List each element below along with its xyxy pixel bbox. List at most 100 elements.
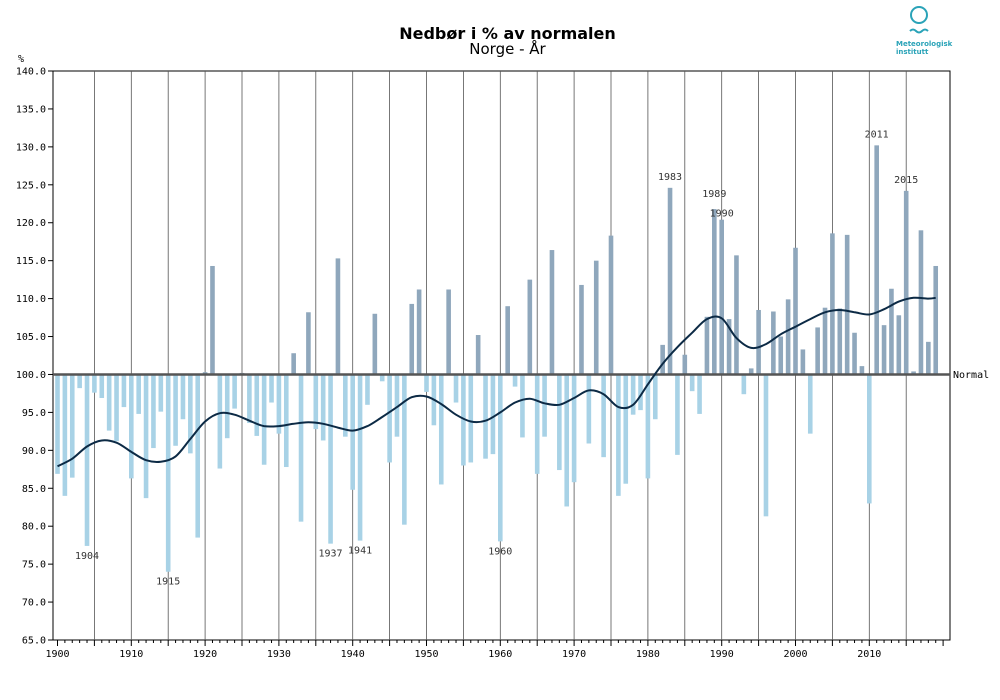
- bar-1948: [409, 303, 415, 375]
- trend-line: [57, 296, 936, 468]
- bar-1987: [697, 374, 702, 414]
- plot-frame: [52, 70, 951, 641]
- bar-1955: [461, 374, 466, 466]
- bar-1956: [468, 374, 474, 463]
- bar-1994: [748, 368, 754, 375]
- bar-2011: [874, 145, 879, 375]
- bar-1993: [741, 374, 747, 395]
- bar-1941: [357, 374, 363, 541]
- x-tick-label: 1990: [710, 649, 734, 660]
- bars-layer: [55, 145, 939, 572]
- axis-layer: 65.0 70.0 75.0 80.0 85.0 90.0 95.0 100.0 105.0 11…: [16, 54, 944, 660]
- bar-1973: [593, 260, 599, 375]
- y-tick-label: 115.0: [16, 256, 46, 267]
- y-tick-label: 130.0: [16, 142, 46, 153]
- bar-1944: [379, 374, 385, 382]
- bar-1979: [638, 374, 643, 411]
- bar-2014: [896, 315, 902, 375]
- bar-2009: [859, 366, 865, 375]
- y-tick-label: 80.0: [22, 522, 46, 533]
- bar-1946: [394, 374, 400, 437]
- bar-1939: [343, 374, 348, 437]
- annotation-layer: 1904 1915 1937 1941 1960 1983 1989 1990 2011 2015: [75, 129, 918, 587]
- bar-1977: [623, 374, 629, 484]
- bar-2019: [933, 265, 939, 375]
- met-logo-icon: [909, 6, 929, 34]
- bar-1945: [387, 374, 392, 463]
- bar-1901: [62, 374, 68, 496]
- bar-1917: [180, 374, 186, 420]
- annotation-2015: 2015: [894, 175, 918, 186]
- annotation-1983: 1983: [658, 172, 682, 183]
- bar-1982: [660, 344, 665, 375]
- bar-1957: [475, 335, 481, 375]
- bar-2005: [830, 233, 835, 375]
- bar-2001: [800, 349, 806, 375]
- annotation-2011: 2011: [865, 129, 889, 140]
- bar-1911: [136, 374, 141, 414]
- bar-1958: [483, 374, 488, 459]
- bar-1984: [675, 374, 680, 455]
- bar-1954: [453, 374, 459, 403]
- bar-1963: [520, 374, 525, 438]
- bar-1909: [121, 374, 127, 408]
- bar-1953: [446, 289, 451, 375]
- bar-2002: [807, 374, 813, 434]
- y-tick-label: 125.0: [16, 180, 46, 191]
- bar-1986: [689, 374, 695, 392]
- y-tick-label: 65.0: [22, 636, 46, 647]
- annotation-1941: 1941: [348, 546, 372, 557]
- annotation-1990: 1990: [710, 209, 734, 220]
- y-tick-label: 95.0: [22, 408, 46, 419]
- annotation-1989: 1989: [702, 189, 726, 200]
- bar-1906: [99, 374, 105, 398]
- x-tick-label: 1940: [341, 649, 365, 660]
- bar-1959: [490, 374, 496, 455]
- y-tick-label: 135.0: [16, 104, 46, 115]
- bar-1997: [771, 311, 776, 375]
- y-tick-label: 120.0: [16, 218, 46, 229]
- bar-1924: [232, 374, 237, 409]
- bar-1927: [254, 374, 260, 436]
- bar-1983: [667, 187, 673, 375]
- bar-1912: [143, 374, 149, 499]
- bar-1960: [498, 374, 503, 542]
- bar-1918: [188, 374, 193, 454]
- bar-1900: [55, 374, 60, 474]
- bar-1931: [283, 374, 289, 468]
- bar-1937: [328, 374, 333, 544]
- bar-1926: [247, 374, 252, 424]
- bar-1936: [320, 374, 326, 441]
- bar-1964: [527, 279, 533, 375]
- bar-1950: [424, 374, 429, 392]
- y-axis-label: %: [18, 54, 24, 65]
- bar-1976: [616, 374, 621, 496]
- bar-1949: [416, 289, 422, 375]
- x-tick-label: 1980: [636, 649, 660, 660]
- bar-1969: [564, 374, 570, 507]
- bar-1965: [534, 374, 540, 474]
- bar-1932: [291, 353, 296, 375]
- bar-1907: [106, 374, 112, 431]
- bar-1922: [217, 374, 223, 469]
- chart-subtitle: Norge - År: [469, 40, 546, 58]
- x-tick-label: 1910: [119, 649, 143, 660]
- bar-1961: [505, 306, 510, 375]
- bar-1974: [601, 374, 606, 458]
- y-tick-label: 100.0: [16, 370, 46, 381]
- x-tick-label: 1920: [193, 649, 217, 660]
- x-tick-label: 1930: [267, 649, 291, 660]
- bar-1928: [261, 374, 267, 465]
- bar-1975: [608, 235, 614, 375]
- bar-1921: [210, 265, 215, 375]
- bar-1968: [557, 374, 562, 471]
- x-tick-label: 2000: [783, 649, 807, 660]
- bar-1929: [269, 374, 274, 403]
- logo-line-1: Meteorologisk: [896, 40, 953, 48]
- bar-1947: [402, 374, 407, 525]
- bar-1903: [77, 374, 82, 389]
- bar-1962: [512, 374, 518, 387]
- bar-1910: [129, 374, 134, 479]
- logo-line-2: institutt: [896, 48, 929, 56]
- bar-1902: [69, 374, 75, 478]
